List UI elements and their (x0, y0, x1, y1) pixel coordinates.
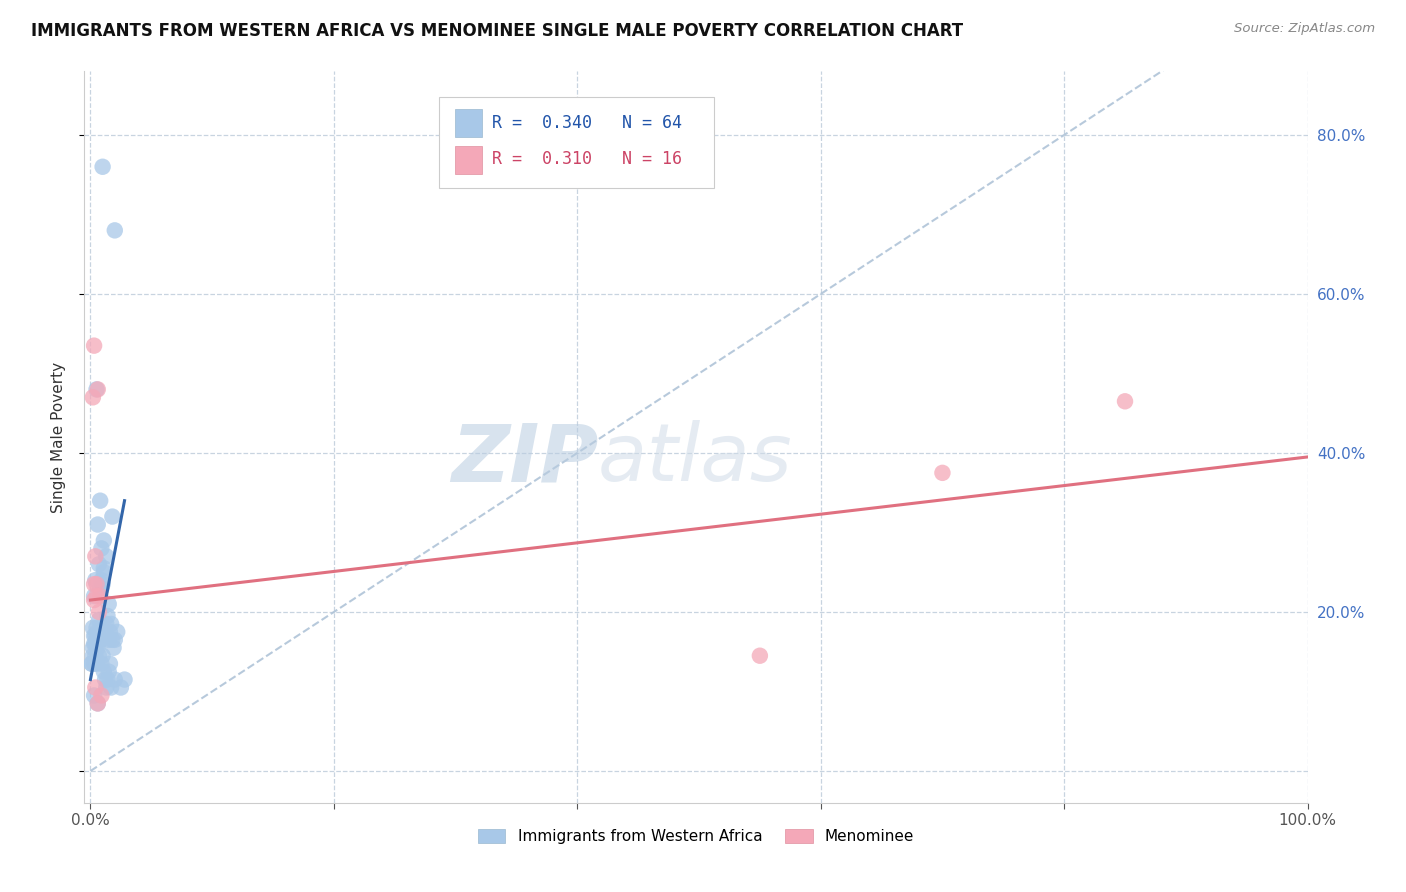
Point (84, 573, 107, 587)
Point (1114, 394, 1136, 409)
Point (89, 581, 111, 595)
Point (87, 697, 110, 711)
Text: IMMIGRANTS FROM WESTERN AFRICA VS MENOMINEE SINGLE MALE POVERTY CORRELATION CHAR: IMMIGRANTS FROM WESTERN AFRICA VS MENOMI… (31, 22, 963, 40)
Point (91, 577, 114, 591)
Point (83, 689, 105, 703)
FancyBboxPatch shape (439, 97, 714, 188)
Point (94, 673, 117, 687)
Point (83, 629, 105, 643)
Y-axis label: Single Male Poverty: Single Male Poverty (51, 361, 66, 513)
Point (104, 673, 127, 687)
Point (96, 549, 118, 564)
Point (87, 605, 110, 619)
Point (82, 640, 104, 655)
Point (100, 616, 122, 631)
Point (91, 648, 114, 663)
Bar (456, 146, 482, 174)
Point (80, 657, 103, 671)
Point (87, 517, 110, 532)
Point (97, 665, 120, 679)
Point (87, 624, 110, 639)
Point (82, 390, 104, 404)
Point (96, 609, 118, 624)
Point (87, 637, 110, 651)
Point (748, 648, 770, 663)
Legend: Immigrants from Western Africa, Menominee: Immigrants from Western Africa, Menomine… (471, 822, 921, 850)
Point (114, 673, 136, 687)
Point (82, 648, 104, 663)
Point (101, 509, 124, 524)
Point (87, 632, 110, 647)
Point (98, 657, 121, 671)
Point (83, 657, 105, 671)
Point (84, 629, 107, 643)
Point (86, 383, 108, 397)
Point (87, 697, 110, 711)
Text: R =  0.340   N = 64: R = 0.340 N = 64 (492, 113, 682, 131)
Point (104, 632, 127, 647)
Point (84, 681, 107, 695)
Point (90, 581, 112, 595)
Point (90, 573, 112, 587)
Point (87, 648, 110, 663)
Bar (456, 110, 482, 137)
Text: R =  0.310   N = 16: R = 0.310 N = 16 (492, 150, 682, 168)
Point (83, 577, 105, 591)
Point (89, 493, 111, 508)
Point (87, 383, 110, 397)
Point (96, 673, 118, 687)
Point (96, 681, 118, 695)
Point (82, 621, 104, 635)
Point (87, 640, 110, 655)
Point (101, 632, 124, 647)
Point (89, 589, 111, 603)
Point (103, 640, 125, 655)
Text: atlas: atlas (598, 420, 793, 498)
Point (87, 613, 110, 627)
Point (84, 637, 107, 651)
Point (93, 561, 115, 575)
Point (83, 589, 105, 603)
Point (93, 665, 115, 679)
Point (93, 533, 115, 548)
Point (931, 466, 953, 480)
Point (93, 566, 115, 580)
Point (100, 681, 122, 695)
Point (80, 657, 103, 671)
Point (97, 597, 120, 611)
Point (86, 577, 108, 591)
Point (86, 621, 108, 635)
Point (83, 637, 105, 651)
Point (89, 632, 111, 647)
Point (84, 549, 107, 564)
Point (84, 648, 107, 663)
Text: Source: ZipAtlas.com: Source: ZipAtlas.com (1234, 22, 1375, 36)
Point (86, 657, 108, 671)
Text: ZIP: ZIP (451, 420, 598, 498)
Point (96, 616, 118, 631)
Point (83, 338, 105, 352)
Point (87, 558, 110, 572)
Point (90, 541, 112, 556)
Point (86, 632, 108, 647)
Point (83, 593, 105, 607)
Point (97, 632, 120, 647)
Point (105, 624, 128, 639)
Point (110, 681, 132, 695)
Point (90, 657, 112, 671)
Point (98, 624, 121, 639)
Point (86, 589, 108, 603)
Point (94, 624, 117, 639)
Point (90, 689, 112, 703)
Point (91, 160, 114, 174)
Point (104, 223, 127, 237)
